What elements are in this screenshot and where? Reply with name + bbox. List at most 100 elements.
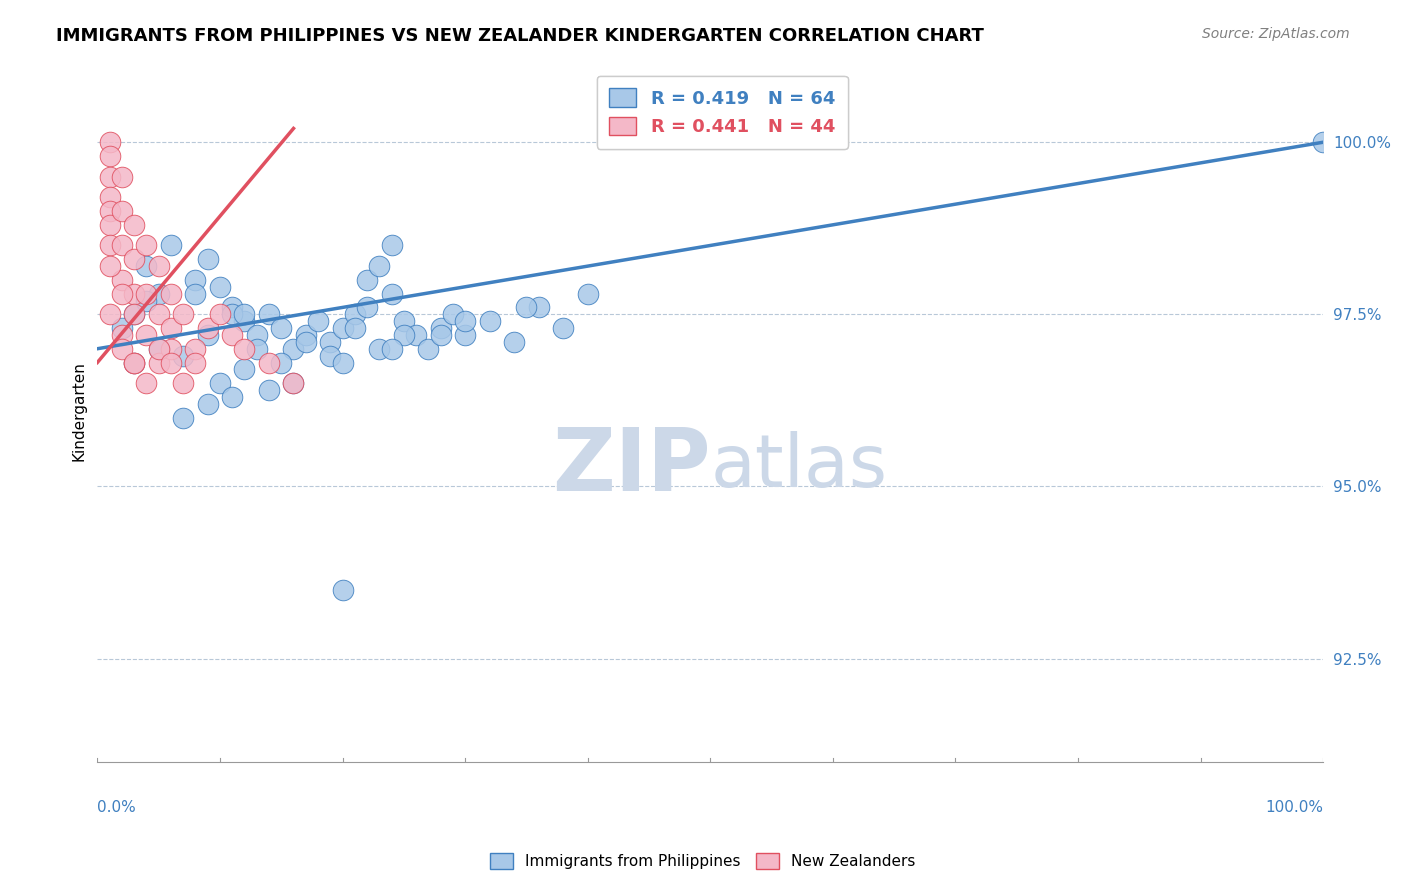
Point	[553, 321, 575, 335]
Point	[197, 397, 219, 411]
Point	[208, 307, 231, 321]
Point	[122, 307, 145, 321]
Point	[160, 238, 183, 252]
Point	[405, 328, 427, 343]
Point	[332, 582, 354, 597]
Point	[576, 286, 599, 301]
Point	[160, 286, 183, 301]
Point	[246, 342, 269, 356]
Point	[111, 342, 134, 356]
Point	[184, 286, 207, 301]
Point	[160, 355, 183, 369]
Point	[98, 135, 121, 149]
Point	[111, 273, 134, 287]
Point	[478, 314, 501, 328]
Point	[197, 321, 219, 335]
Point	[122, 355, 145, 369]
Point	[294, 328, 316, 343]
Point	[111, 204, 134, 219]
Point	[503, 334, 526, 349]
Point	[233, 307, 256, 321]
Point	[148, 259, 170, 273]
Point	[148, 286, 170, 301]
Point	[184, 355, 207, 369]
Point	[429, 321, 451, 335]
Point	[98, 218, 121, 232]
Point	[184, 273, 207, 287]
Point	[454, 328, 477, 343]
Point	[98, 169, 121, 184]
Point	[184, 342, 207, 356]
Point	[172, 410, 194, 425]
Point	[515, 301, 537, 315]
Point	[98, 259, 121, 273]
Point	[392, 328, 415, 343]
Point	[381, 342, 404, 356]
Text: ZIP: ZIP	[551, 425, 710, 508]
Point	[343, 307, 366, 321]
Point	[307, 314, 329, 328]
Point	[356, 273, 378, 287]
Point	[283, 342, 305, 356]
Point	[98, 204, 121, 219]
Point	[160, 321, 183, 335]
Point	[122, 252, 145, 267]
Point	[160, 342, 183, 356]
Point	[429, 328, 451, 343]
Point	[122, 286, 145, 301]
Point	[246, 328, 269, 343]
Point	[233, 362, 256, 376]
Point	[148, 355, 170, 369]
Point	[257, 355, 280, 369]
Legend: R = 0.419   N = 64, R = 0.441   N = 44: R = 0.419 N = 64, R = 0.441 N = 44	[596, 76, 848, 149]
Text: Source: ZipAtlas.com: Source: ZipAtlas.com	[1202, 27, 1350, 41]
Point	[356, 301, 378, 315]
Point	[111, 238, 134, 252]
Point	[122, 355, 145, 369]
Point	[98, 307, 121, 321]
Point	[257, 383, 280, 397]
Point	[221, 307, 243, 321]
Point	[172, 307, 194, 321]
Point	[135, 259, 157, 273]
Point	[135, 328, 157, 343]
Point	[172, 376, 194, 391]
Text: IMMIGRANTS FROM PHILIPPINES VS NEW ZEALANDER KINDERGARTEN CORRELATION CHART: IMMIGRANTS FROM PHILIPPINES VS NEW ZEALA…	[56, 27, 984, 45]
Point	[135, 238, 157, 252]
Point	[111, 321, 134, 335]
Text: atlas: atlas	[710, 432, 887, 502]
Point	[368, 342, 391, 356]
Point	[122, 218, 145, 232]
Point	[172, 349, 194, 363]
Point	[111, 328, 134, 343]
Point	[98, 238, 121, 252]
Point	[233, 342, 256, 356]
Point	[418, 342, 440, 356]
Point	[221, 328, 243, 343]
Point	[135, 376, 157, 391]
Point	[233, 314, 256, 328]
Point	[122, 355, 145, 369]
Point	[381, 238, 404, 252]
Point	[148, 342, 170, 356]
Point	[319, 349, 342, 363]
Point	[381, 286, 404, 301]
Point	[197, 252, 219, 267]
Point	[441, 307, 464, 321]
Point	[135, 293, 157, 308]
Point	[283, 376, 305, 391]
Point	[208, 279, 231, 293]
Point	[208, 376, 231, 391]
Point	[527, 301, 550, 315]
Point	[98, 149, 121, 163]
Y-axis label: Kindergarten: Kindergarten	[72, 360, 86, 460]
Point	[368, 259, 391, 273]
Point	[257, 307, 280, 321]
Point	[270, 355, 292, 369]
Legend: Immigrants from Philippines, New Zealanders: Immigrants from Philippines, New Zealand…	[484, 847, 922, 875]
Point	[454, 314, 477, 328]
Point	[148, 307, 170, 321]
Point	[1312, 135, 1334, 149]
Point	[283, 376, 305, 391]
Point	[197, 328, 219, 343]
